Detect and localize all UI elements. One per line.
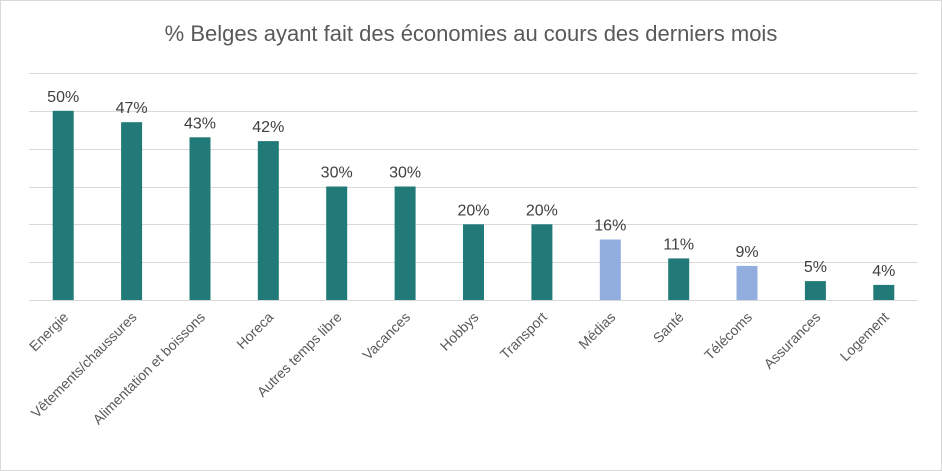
value-label-8: 16% — [594, 218, 626, 235]
bar-5 — [394, 186, 416, 300]
value-label-0: 50% — [47, 89, 79, 106]
value-label-3: 42% — [252, 119, 284, 136]
bar-12 — [873, 284, 895, 300]
bar-8 — [599, 239, 621, 300]
category-label-8: Médias — [575, 309, 618, 352]
category-label-3: Horeca — [233, 309, 276, 352]
bar-11 — [804, 281, 826, 300]
bar-10 — [736, 265, 758, 300]
bar-7 — [531, 224, 553, 300]
value-label-1: 47% — [116, 100, 148, 117]
category-label-6: Hobbys — [437, 309, 482, 354]
category-label-11: Assurances — [760, 309, 823, 372]
category-label-10: Télécoms — [701, 309, 755, 363]
bar-6 — [463, 224, 484, 300]
bar-4 — [326, 186, 348, 300]
bar-9 — [668, 258, 690, 300]
bar-3 — [257, 141, 279, 300]
value-label-11: 5% — [804, 259, 827, 276]
value-label-9: 11% — [663, 236, 694, 253]
chart-title: % Belges ayant fait des économies au cou… — [165, 21, 778, 46]
category-label-5: Vacances — [359, 309, 413, 363]
bar-1 — [121, 122, 143, 300]
bars — [52, 110, 895, 300]
category-label-12: Logement — [837, 309, 892, 364]
category-label-2: Alimentation et boissons — [89, 309, 208, 428]
category-label-9: Santé — [650, 309, 687, 346]
value-label-5: 30% — [389, 165, 421, 182]
value-label-4: 30% — [321, 165, 353, 182]
value-label-6: 20% — [457, 202, 489, 219]
bar-2 — [189, 137, 211, 300]
category-label-0: Energie — [26, 309, 72, 355]
value-label-7: 20% — [526, 202, 558, 219]
value-label-2: 43% — [184, 115, 216, 132]
category-labels: EnergieVêtements/chaussuresAlimentation … — [26, 309, 892, 428]
value-labels: 50% 47% 43% 42% 30% 30% 20% 20% 16% 11% 9% 5% 4% — [47, 89, 895, 280]
value-label-10: 9% — [735, 244, 758, 261]
category-label-7: Transport — [497, 309, 550, 362]
value-label-12: 4% — [872, 263, 895, 280]
bar-0 — [52, 110, 74, 300]
